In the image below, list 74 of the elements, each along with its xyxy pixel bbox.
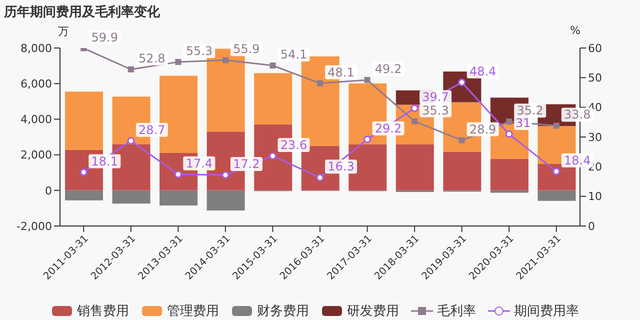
data-label: 33.8 [564, 108, 591, 122]
point [412, 118, 418, 124]
data-label: 29.2 [374, 121, 402, 136]
data-label: 54.1 [280, 48, 308, 62]
data-label: 48.1 [328, 65, 354, 80]
data-label: 16.3 [328, 160, 354, 174]
bar [538, 190, 576, 201]
y-tick-label: 4,000 [20, 113, 52, 126]
data-label: 18.4 [564, 153, 591, 168]
y-tick-label: 2,000 [20, 148, 52, 162]
y-tick-label: -2,000 [16, 220, 52, 233]
point [553, 122, 560, 129]
y2-tick-label: 10 [588, 190, 602, 204]
bar [538, 164, 576, 190]
y-tick-label: 6,000 [20, 78, 52, 91]
bar [490, 158, 528, 190]
point [268, 152, 276, 160]
data-label: 23.6 [280, 138, 308, 152]
point [222, 171, 230, 179]
data-label: 28.7 [138, 122, 166, 137]
bar [206, 190, 245, 211]
legend-label: 管理费用 [166, 303, 219, 320]
data-label: 35.3 [422, 103, 449, 118]
y-tick-label: 8,000 [20, 42, 52, 55]
point [127, 137, 135, 145]
data-label: 28.9 [469, 122, 496, 136]
point [410, 104, 418, 112]
y2-tick-label: 50 [588, 72, 602, 85]
point [175, 58, 182, 65]
chart-title: 历年期间费用及毛利率变化 [4, 4, 160, 21]
point [80, 168, 88, 176]
bar [443, 152, 482, 190]
point [552, 168, 560, 176]
point [317, 80, 323, 86]
point [505, 130, 513, 138]
legend-label: 财务费用 [256, 303, 309, 320]
y2-tick-label: 30 [588, 130, 602, 144]
y2-tick-label: 60 [588, 42, 602, 55]
point [128, 66, 134, 72]
data-label: 48.4 [469, 64, 496, 78]
data-label: 49.2 [374, 62, 402, 76]
bar [65, 190, 103, 200]
bar [254, 73, 292, 124]
point [506, 118, 512, 125]
y2-tick-label: 0 [588, 220, 595, 233]
point [316, 174, 324, 182]
point [458, 137, 465, 144]
point [174, 170, 182, 178]
y2-axis-title: % [570, 24, 580, 37]
point [222, 57, 228, 64]
point [364, 136, 372, 144]
legend-label: 毛利率 [436, 303, 476, 320]
y-axis-title: 万 [58, 24, 69, 39]
data-label: 39.7 [422, 90, 449, 104]
legend-label: 研发费用 [346, 303, 399, 320]
bar [112, 190, 150, 204]
data-label: 31 [515, 116, 531, 130]
point [364, 77, 370, 84]
bar [65, 92, 103, 150]
data-label: 35.2 [516, 104, 544, 118]
bar [396, 144, 434, 190]
bar [160, 190, 198, 206]
y-tick-label: 0 [45, 184, 52, 198]
point [270, 62, 276, 69]
legend-label: 期间费用率 [513, 303, 579, 320]
data-label: 52.8 [138, 51, 166, 66]
legend-label: 销售费用 [76, 303, 129, 320]
data-label: 17.2 [233, 156, 260, 171]
data-label: 55.9 [233, 42, 260, 56]
data-label: 17.4 [186, 156, 213, 170]
point [458, 78, 466, 86]
data-label: 59.9 [91, 30, 118, 44]
data-label: 55.3 [186, 44, 213, 58]
data-label: 18.1 [91, 154, 118, 168]
